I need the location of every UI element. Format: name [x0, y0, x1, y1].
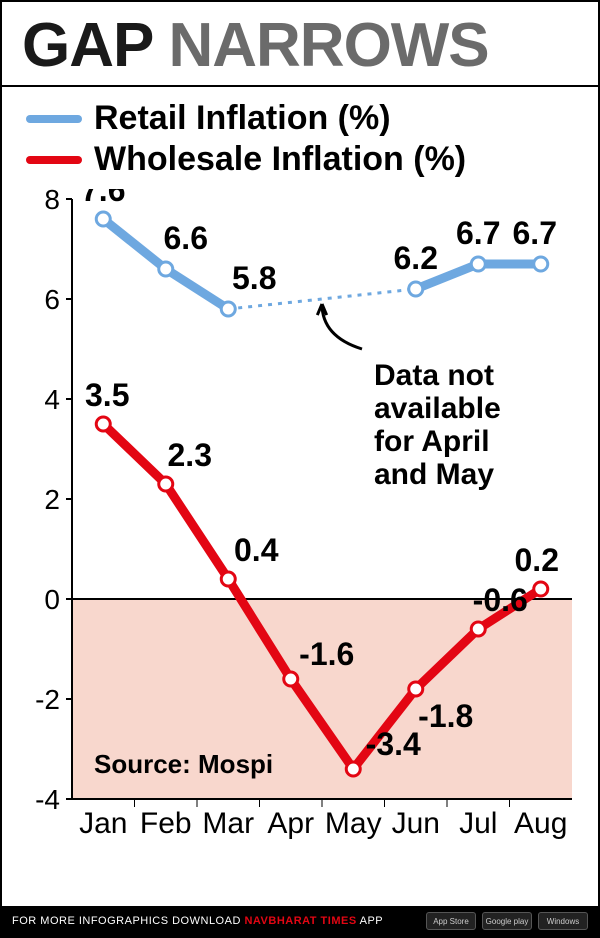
svg-text:6.7: 6.7: [456, 215, 500, 251]
footer-text: FOR MORE INFOGRAPHICS DOWNLOAD NAVBHARAT…: [12, 915, 383, 927]
title-word1: GAP: [22, 11, 152, 80]
svg-text:Aug: Aug: [514, 807, 567, 840]
svg-text:0.2: 0.2: [515, 542, 559, 578]
googleplay-badge[interactable]: Google play: [482, 912, 532, 930]
source-label: Source: Mospi: [94, 749, 273, 780]
legend-wholesale-label: Wholesale Inflation (%): [94, 140, 466, 179]
store-badges: App Store Google play Windows: [426, 912, 588, 930]
svg-text:0: 0: [44, 584, 60, 615]
svg-text:-0.6: -0.6: [473, 582, 528, 618]
svg-text:-4: -4: [35, 784, 60, 815]
legend-wholesale: Wholesale Inflation (%): [26, 140, 574, 179]
svg-text:3.5: 3.5: [85, 377, 129, 413]
svg-text:May: May: [325, 807, 382, 840]
legend: Retail Inflation (%) Wholesale Inflation…: [2, 87, 598, 189]
windows-badge[interactable]: Windows: [538, 912, 588, 930]
svg-text:6: 6: [44, 284, 60, 315]
svg-text:Jul: Jul: [459, 807, 497, 840]
svg-text:6.6: 6.6: [164, 220, 208, 256]
svg-text:4: 4: [44, 384, 60, 415]
annotation-l4: and May: [374, 458, 501, 491]
title-bar: GAP NARROWS: [2, 2, 598, 87]
svg-text:-3.4: -3.4: [366, 726, 421, 762]
footer-brand: NAVBHARAT TIMES: [244, 915, 356, 927]
svg-text:7.6: 7.6: [81, 189, 125, 208]
footer-pre: FOR MORE INFOGRAPHICS DOWNLOAD: [12, 915, 244, 927]
svg-text:6.2: 6.2: [394, 240, 438, 276]
svg-text:-1.6: -1.6: [299, 636, 354, 672]
svg-text:Jun: Jun: [392, 807, 440, 840]
svg-text:Mar: Mar: [202, 807, 254, 840]
legend-retail: Retail Inflation (%): [26, 99, 574, 138]
svg-text:8: 8: [44, 189, 60, 215]
svg-text:5.8: 5.8: [232, 260, 276, 296]
svg-text:0.4: 0.4: [234, 532, 279, 568]
legend-retail-label: Retail Inflation (%): [94, 99, 391, 138]
chart: -4 -2 0 2 4 6 8 Jan Feb Mar Apr May Jun Jul Aug 3.5 2.3 0…: [22, 189, 578, 849]
annotation-l1: Data not: [374, 359, 501, 392]
page-title: GAP NARROWS: [22, 10, 578, 81]
svg-text:6.7: 6.7: [513, 215, 557, 251]
svg-text:2.3: 2.3: [168, 437, 212, 473]
footer: FOR MORE INFOGRAPHICS DOWNLOAD NAVBHARAT…: [2, 906, 598, 936]
legend-wholesale-swatch: [26, 156, 82, 164]
annotation-l2: available: [374, 392, 501, 425]
footer-post: APP: [357, 915, 383, 927]
annotation: Data not available for April and May: [374, 359, 501, 491]
svg-text:Apr: Apr: [267, 807, 314, 840]
annotation-l3: for April: [374, 425, 501, 458]
svg-text:-1.8: -1.8: [418, 698, 473, 734]
svg-text:2: 2: [44, 484, 60, 515]
svg-text:-2: -2: [35, 684, 60, 715]
legend-retail-swatch: [26, 115, 82, 123]
svg-text:Jan: Jan: [79, 807, 127, 840]
title-word2: NARROWS: [168, 11, 488, 80]
svg-text:Feb: Feb: [140, 807, 192, 840]
appstore-badge[interactable]: App Store: [426, 912, 476, 930]
